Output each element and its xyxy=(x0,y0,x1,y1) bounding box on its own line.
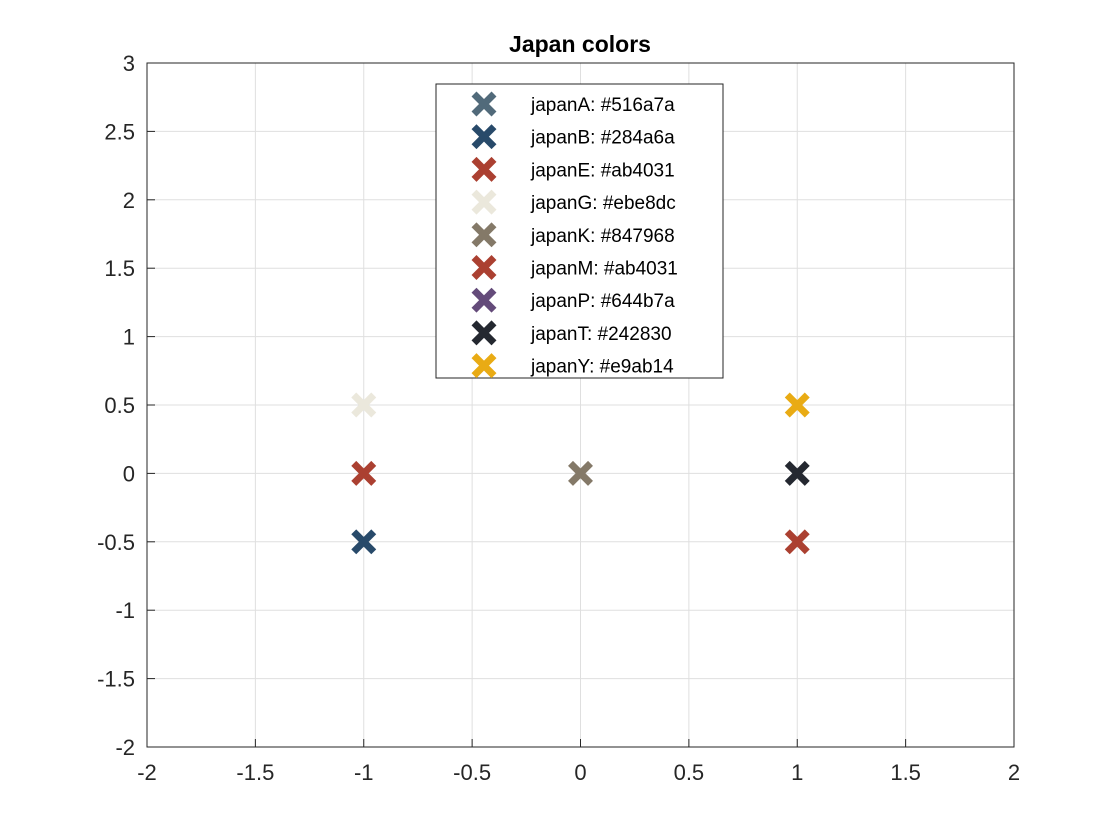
y-tick-label: -1 xyxy=(115,598,135,623)
y-tick-label: -1.5 xyxy=(97,667,135,692)
legend-label: japanA: #516a7a xyxy=(530,95,675,116)
legend-marker-icon xyxy=(471,287,497,313)
legend-marker-icon xyxy=(471,189,497,215)
legend-label: japanG: #ebe8dc xyxy=(530,193,676,214)
data-markers xyxy=(351,392,810,555)
legend: japanA: #516a7a japanB: #284a6a japanE: #a… xyxy=(435,83,724,379)
y-tick-label: 2 xyxy=(123,188,135,213)
x-tick-label: 1.5 xyxy=(890,760,921,785)
chart-title: Japan colors xyxy=(509,31,651,57)
y-tick-label: 1.5 xyxy=(104,256,135,281)
data-point xyxy=(784,392,810,418)
data-point xyxy=(784,529,810,555)
x-tick-label: 1 xyxy=(791,760,803,785)
legend-label: japanY: #e9ab14 xyxy=(530,357,674,378)
plot-frame xyxy=(146,62,1015,748)
y-tick-label: 3 xyxy=(123,51,135,76)
data-point xyxy=(568,460,593,486)
x-tick-label: 0 xyxy=(574,760,586,785)
y-tick-label: 0 xyxy=(123,461,135,486)
legend-label: japanT: #242830 xyxy=(530,324,672,345)
legend-label: japanB: #284a6a xyxy=(530,128,675,149)
y-tick-label: -2 xyxy=(115,735,135,760)
data-point xyxy=(784,460,810,486)
legend-marker-icon xyxy=(471,91,497,117)
x-tick-label: -0.5 xyxy=(453,760,491,785)
legend-marker-icon xyxy=(471,320,497,346)
legend-marker-icon xyxy=(471,222,497,248)
x-tick-labels: -2 -1.5 -1 -0.5 0 0.5 1 1.5 2 xyxy=(137,760,1020,785)
y-tick-label: 1 xyxy=(123,325,135,350)
data-point xyxy=(351,460,377,486)
legend-marker-icon xyxy=(471,255,497,280)
legend-label: japanK: #847968 xyxy=(530,226,675,247)
x-tick-label: -1.5 xyxy=(236,760,274,785)
x-tick-label: 2 xyxy=(1008,760,1020,785)
x-tick-label: -2 xyxy=(137,760,157,785)
data-point xyxy=(351,529,377,555)
legend-marker-icon xyxy=(471,156,497,182)
legend-label: japanM: #ab4031 xyxy=(530,259,678,280)
legend-marker-icon xyxy=(471,124,497,150)
y-tick-labels: -2 -1.5 -1 -0.5 0 0.5 1 1.5 2 2.5 3 xyxy=(97,51,135,760)
y-tick-label: -0.5 xyxy=(97,530,135,555)
legend-label: japanE: #ab4031 xyxy=(530,160,675,181)
data-point xyxy=(351,392,377,418)
legend-marker-icon xyxy=(471,353,497,379)
y-tick-label: 2.5 xyxy=(104,119,135,144)
x-tick-label: 0.5 xyxy=(674,760,705,785)
legend-label: japanP: #644b7a xyxy=(530,291,675,312)
x-tick-label: -1 xyxy=(354,760,374,785)
y-tick-label: 0.5 xyxy=(104,393,135,418)
